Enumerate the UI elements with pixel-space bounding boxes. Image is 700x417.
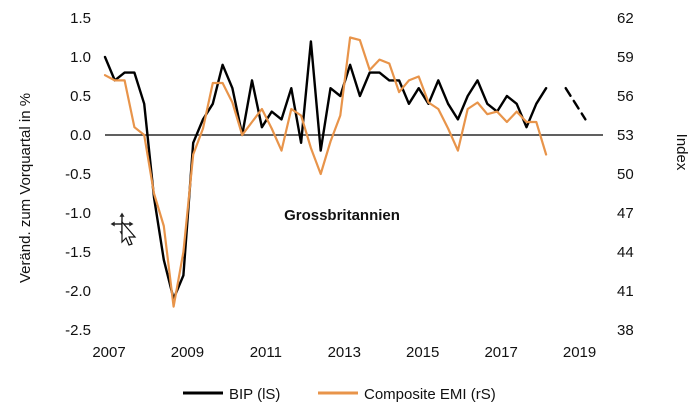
y-left-tick-label: 0.0 <box>70 127 91 144</box>
x-tick-label: 2015 <box>406 344 439 361</box>
series-group <box>103 36 587 308</box>
move-cursor-icon <box>109 211 137 246</box>
x-tick-label: 2011 <box>250 344 282 361</box>
y-left-tick-label: 1.5 <box>70 10 91 27</box>
x-tick-label: 2009 <box>171 344 204 361</box>
y-axis-label-right: Index <box>673 134 690 171</box>
y-right-tick-label: 59 <box>617 49 634 66</box>
legend: BIP (lS) Composite EMI (rS) <box>183 386 496 403</box>
y-left-tick-label: -1.5 <box>65 244 91 261</box>
y-axis-right-ticks: 62 59 56 53 50 47 44 41 38 <box>617 10 634 339</box>
y-right-tick-label: 44 <box>617 244 634 261</box>
x-tick-label: 2017 <box>484 344 517 361</box>
y-axis-label-left-text: Veränd. zum Vorquartal in % <box>17 93 34 283</box>
y-right-tick-label: 62 <box>617 10 634 27</box>
y-left-tick-label: -1.0 <box>65 205 91 222</box>
legend-label-bip: BIP (lS) <box>229 386 280 403</box>
x-tick-label: 2007 <box>92 344 125 361</box>
x-tick-label: 2019 <box>563 344 596 361</box>
y-left-tick-label: -2.0 <box>65 283 91 300</box>
x-tick-label: 2013 <box>328 344 361 361</box>
y-left-tick-label: 0.5 <box>70 88 91 105</box>
y-left-tick-label: -0.5 <box>65 166 91 183</box>
y-left-tick-label: -2.5 <box>65 322 91 339</box>
series-line-0 <box>103 40 548 300</box>
legend-item-bip: BIP (lS) <box>183 386 280 403</box>
series-line-1 <box>564 87 587 121</box>
legend-label-emi: Composite EMI (rS) <box>364 386 496 403</box>
y-axis-label-left: Veränd. zum Vorquartal in % <box>17 93 34 283</box>
y-right-tick-label: 53 <box>617 127 634 144</box>
series-line-2 <box>103 36 548 308</box>
x-axis-ticks: 2007 2009 2011 2013 2015 2017 2019 <box>92 344 596 361</box>
y-right-tick-label: 50 <box>617 166 634 183</box>
legend-item-emi: Composite EMI (rS) <box>318 386 496 403</box>
y-right-tick-label: 38 <box>617 322 634 339</box>
y-axis-left-ticks: 1.5 1.0 0.5 0.0 -0.5 -1.0 -1.5 -2.0 -2.5 <box>65 10 91 339</box>
chart-annotation: Grossbritannien <box>284 207 400 224</box>
y-right-tick-label: 47 <box>617 205 634 222</box>
y-left-tick-label: 1.0 <box>70 49 91 66</box>
y-right-tick-label: 56 <box>617 88 634 105</box>
y-right-tick-label: 41 <box>617 283 634 300</box>
y-axis-label-right-text: Index <box>673 134 690 171</box>
